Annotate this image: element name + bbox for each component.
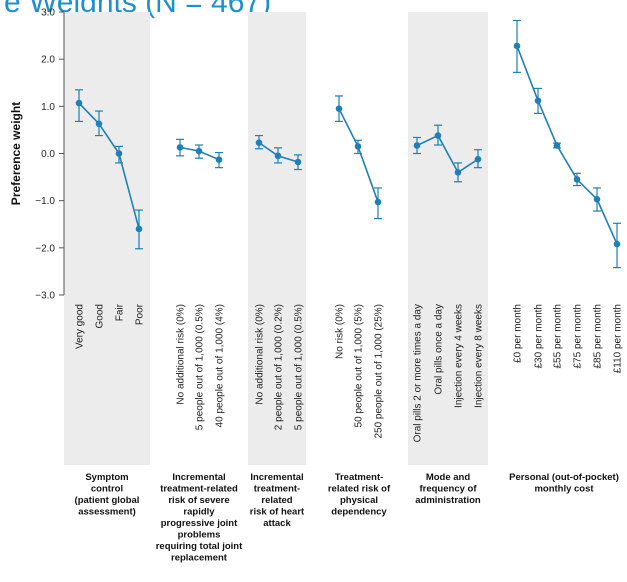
category-label: 2 people out of 1,000 (0.2%) (274, 304, 285, 430)
y-tick-label: 0.0 (41, 149, 55, 160)
group-label-line: related (261, 495, 292, 506)
data-point (474, 155, 482, 163)
category-label: Oral pills 2 or more times a day (413, 304, 424, 442)
group-label-line: Incremental (250, 472, 303, 483)
data-point (573, 176, 581, 183)
data-point (274, 152, 282, 160)
group-band-5 (408, 12, 488, 465)
data-point (215, 156, 223, 163)
group-label-line: Incremental (172, 472, 225, 483)
category-label: Injection every 4 weeks (454, 304, 465, 408)
category-label: 40 people out of 1,000 (4%) (215, 304, 226, 427)
category-label: £110 per month (613, 304, 624, 373)
group-band-1 (64, 12, 150, 465)
group-label-line: treatment-related (160, 484, 238, 495)
category-label: No additional risk (0%) (255, 304, 266, 405)
group-label-line: risk of severe (168, 495, 229, 506)
data-point (434, 132, 442, 139)
data-point (115, 150, 123, 157)
category-label: Very good (75, 304, 86, 349)
data-point (413, 142, 421, 149)
group-label-line: administration (415, 495, 481, 506)
y-tick-label: 3.0 (41, 8, 55, 19)
category-label: 50 people out of 1,000 (5%) (354, 304, 365, 427)
group-label-line: attack (263, 518, 291, 529)
category-label: Poor (135, 303, 146, 325)
category-label: £55 per month (553, 304, 564, 369)
group-label-line: frequency of (419, 484, 477, 495)
series-line-group-6 (516, 45, 618, 245)
category-label: 250 people out of 1,000 (25%) (374, 304, 385, 439)
category-label: Oral pills once a day (434, 304, 445, 395)
category-label: No additional risk (0%) (176, 304, 187, 405)
group-label-line: Treatment- (335, 472, 384, 483)
category-label: £85 per month (593, 304, 604, 369)
data-point (374, 198, 382, 206)
data-point (135, 225, 143, 233)
y-tick-label: −1.0 (35, 196, 55, 207)
y-tick-label: 2.0 (41, 55, 55, 66)
series-line-group-4 (338, 108, 379, 203)
group-label-line: monthly cost (534, 484, 594, 495)
group-label-line: physical (340, 495, 378, 506)
y-tick-label: −3.0 (35, 291, 55, 302)
data-point (454, 169, 462, 176)
series-line-group-5 (416, 134, 479, 174)
data-point (335, 105, 343, 112)
data-point (75, 99, 83, 107)
group-label-line: replacement (171, 553, 228, 564)
group-label-line: risk of heart (250, 507, 305, 518)
data-point (195, 147, 203, 155)
y-tick-label: −2.0 (35, 243, 55, 254)
data-point (553, 142, 561, 149)
data-point (534, 97, 542, 104)
category-label: Injection every 8 weeks (474, 304, 485, 408)
data-point (613, 240, 621, 248)
group-label-line: rapidly (183, 507, 215, 518)
group-label-line: Mode and (426, 472, 471, 483)
category-label: Good (95, 304, 106, 328)
group-label-line: dependency (331, 507, 387, 518)
data-point (513, 42, 521, 50)
data-point (593, 195, 601, 203)
group-label-line: progressive joint (161, 518, 238, 529)
category-label: £0 per month (513, 304, 524, 363)
category-label: £30 per month (534, 304, 545, 369)
data-point (176, 144, 184, 151)
group-label-line: treatment- (254, 484, 300, 495)
group-label-line: related risk of (328, 484, 391, 495)
category-label: £75 per month (573, 304, 584, 369)
group-label-line: Personal (out-of-pocket) (509, 472, 619, 483)
data-point (95, 120, 103, 128)
data-point (354, 143, 362, 150)
group-label-line: control (91, 484, 123, 495)
category-label: Fair (115, 303, 126, 321)
group-label-line: problems (178, 530, 221, 541)
category-label: 5 people out of 1,000 (0.5%) (294, 304, 305, 430)
data-point (294, 158, 302, 166)
category-label: No risk (0%) (335, 304, 346, 359)
category-label: 5 people out of 1,000 (0.5%) (195, 304, 206, 430)
y-axis-label: Preference weight (9, 102, 23, 205)
group-band-3 (248, 12, 306, 465)
group-label-line: (patient global (75, 495, 140, 506)
group-label-line: Symptom (85, 472, 128, 483)
y-tick-label: 1.0 (41, 102, 55, 113)
group-label-line: requiring total joint (156, 541, 243, 552)
data-point (255, 139, 263, 146)
series-line-group-1 (78, 102, 140, 230)
group-label-line: assessment) (78, 507, 136, 518)
